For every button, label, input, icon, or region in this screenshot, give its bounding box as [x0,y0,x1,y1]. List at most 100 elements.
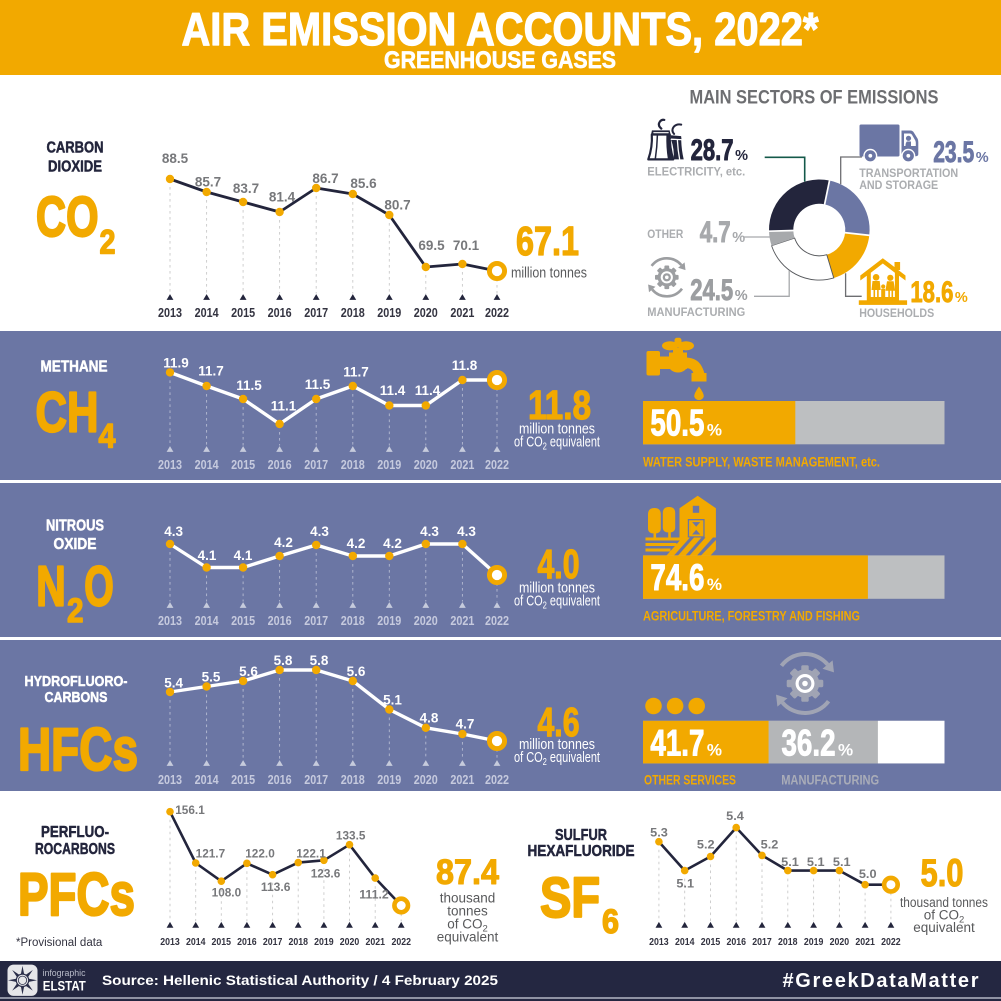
svg-text:HEXAFLUORIDE: HEXAFLUORIDE [528,843,635,860]
svg-text:2019: 2019 [314,936,334,948]
svg-text:2019: 2019 [804,936,824,948]
svg-text:%: % [732,230,745,246]
svg-text:5.1: 5.1 [807,857,825,869]
svg-text:GREENHOUSE GASES: GREENHOUSE GASES [384,47,616,74]
svg-text:%: % [735,288,748,304]
svg-text:2015: 2015 [231,458,255,472]
svg-text:2013: 2013 [158,773,182,787]
svg-text:2021: 2021 [450,458,474,472]
svg-text:41.7: 41.7 [650,723,704,764]
svg-text:23.5: 23.5 [933,136,974,169]
svg-text:2013: 2013 [158,614,182,628]
svg-text:2017: 2017 [263,936,283,948]
svg-text:4.1: 4.1 [234,548,253,563]
svg-text:4.6: 4.6 [538,699,580,745]
svg-text:2022: 2022 [485,614,509,628]
svg-text:*Provisional data: *Provisional data [16,937,103,949]
svg-text:2016: 2016 [237,936,257,948]
svg-text:million tonnes: million tonnes [519,581,595,597]
svg-text:2015: 2015 [701,936,721,948]
svg-text:67.1: 67.1 [516,218,579,264]
svg-text:2014: 2014 [675,936,695,948]
svg-text:2014: 2014 [195,306,219,320]
svg-text:CARBON: CARBON [47,139,104,156]
svg-text:2022: 2022 [881,936,901,948]
svg-text:5.1: 5.1 [781,857,799,869]
svg-text:2021: 2021 [450,306,474,320]
svg-text:5.3: 5.3 [650,828,668,840]
svg-text:of CO2: of CO2 [447,917,488,935]
svg-text:122.0: 122.0 [245,849,275,861]
svg-text:ROCARBONS: ROCARBONS [35,841,115,858]
svg-text:2: 2 [100,224,116,262]
svg-text:87.4: 87.4 [436,853,499,892]
svg-text:2014: 2014 [195,773,219,787]
svg-text:2016: 2016 [268,773,292,787]
svg-text:4.3: 4.3 [420,524,439,539]
svg-text:2018: 2018 [778,936,798,948]
svg-text:of CO2 equivalent: of CO2 equivalent [514,435,600,453]
svg-text:11.4: 11.4 [380,383,406,398]
svg-text:2022: 2022 [485,306,509,320]
svg-text:122.1: 122.1 [296,849,326,861]
svg-text:2014: 2014 [195,614,219,628]
svg-text:million tonnes: million tonnes [519,422,595,438]
svg-text:AGRICULTURE, FORESTRY AND FISH: AGRICULTURE, FORESTRY AND FISHING [643,608,860,623]
svg-text:4.2: 4.2 [274,535,293,550]
svg-text:2: 2 [67,592,84,630]
svg-text:CH: CH [36,381,99,445]
svg-text:MAIN SECTORS OF EMISSIONS: MAIN SECTORS OF EMISSIONS [690,87,939,109]
svg-text:NITROUS: NITROUS [46,518,104,535]
svg-text:4.8: 4.8 [420,711,439,726]
svg-text:%: % [707,421,722,440]
svg-text:11.1: 11.1 [271,399,297,414]
svg-text:2017: 2017 [304,773,328,787]
svg-text:2020: 2020 [414,458,438,472]
svg-text:156.1: 156.1 [175,805,205,817]
svg-text:AIR EMISSION ACCOUNTS, 2022*: AIR EMISSION ACCOUNTS, 2022* [182,3,819,55]
svg-text:2020: 2020 [414,773,438,787]
svg-text:million tonnes: million tonnes [511,265,587,282]
svg-text:equivalent: equivalent [913,920,975,935]
svg-text:AND STORAGE: AND STORAGE [859,178,938,192]
svg-text:%: % [838,741,853,760]
svg-text:2020: 2020 [414,306,438,320]
svg-text:2015: 2015 [212,936,232,948]
svg-text:2013: 2013 [158,306,182,320]
svg-text:2018: 2018 [288,936,308,948]
svg-text:2022: 2022 [485,458,509,472]
svg-text:OXIDE: OXIDE [54,536,97,553]
svg-text:11.5: 11.5 [236,378,262,393]
svg-text:2016: 2016 [268,306,292,320]
svg-text:70.1: 70.1 [453,238,480,253]
svg-text:5.5: 5.5 [202,670,221,685]
svg-text:11.4: 11.4 [415,383,441,398]
svg-text:5.1: 5.1 [676,879,694,891]
svg-text:OTHER SERVICES: OTHER SERVICES [644,773,736,788]
svg-text:2018: 2018 [341,458,365,472]
svg-text:equivalent: equivalent [437,930,499,945]
svg-text:4.3: 4.3 [164,524,183,539]
svg-text:MANUFACTURING: MANUFACTURING [647,305,745,319]
svg-text:4.3: 4.3 [310,524,329,539]
svg-text:86.7: 86.7 [312,171,338,186]
svg-text:2013: 2013 [649,936,669,948]
svg-text:2022: 2022 [391,936,411,948]
svg-text:80.7: 80.7 [384,198,410,213]
svg-text:%: % [707,575,722,594]
svg-text:2017: 2017 [304,306,328,320]
svg-text:108.0: 108.0 [212,888,242,900]
svg-text:5.1: 5.1 [383,693,402,708]
svg-text:2020: 2020 [340,936,360,948]
svg-text:5.8: 5.8 [310,653,329,668]
svg-text:4: 4 [99,418,116,456]
svg-text:5.0: 5.0 [921,852,964,895]
svg-text:28.7: 28.7 [691,134,734,167]
svg-text:tonnes: tonnes [447,904,488,919]
svg-text:MANUFACTURING: MANUFACTURING [781,773,879,788]
svg-text:11.8: 11.8 [452,358,478,373]
svg-text:4.2: 4.2 [347,536,366,551]
svg-text:2021: 2021 [365,936,385,948]
svg-text:HYDROFLUORO-: HYDROFLUORO- [25,674,128,690]
svg-text:69.5: 69.5 [418,238,445,253]
